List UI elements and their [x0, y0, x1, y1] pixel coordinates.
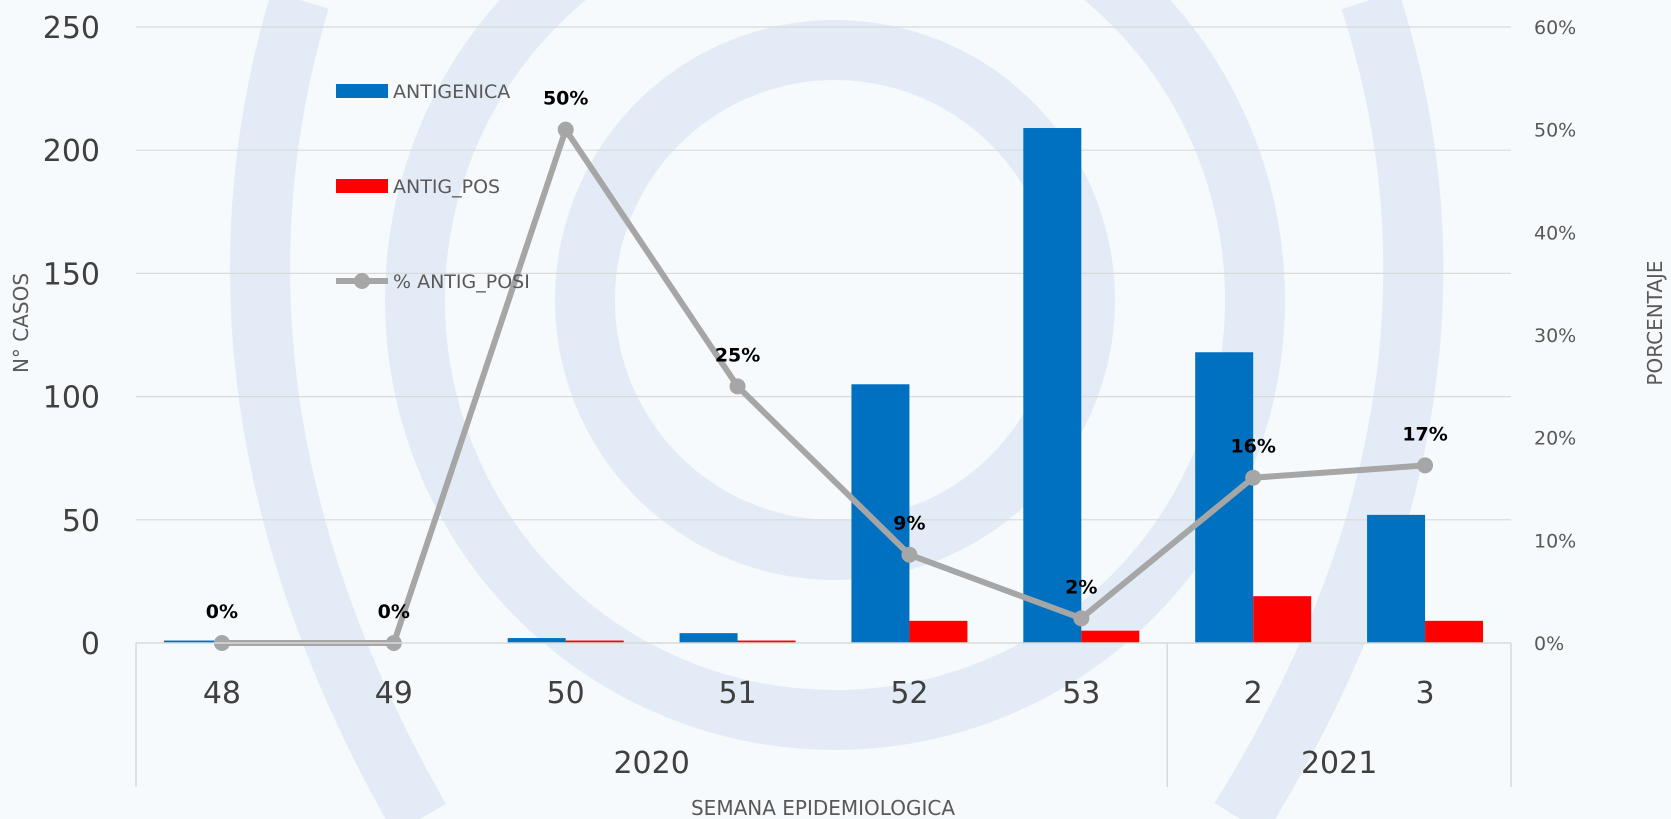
y-tick-label: 0 — [81, 627, 100, 662]
y2-tick-label: 10% — [1534, 530, 1576, 552]
x-group-label: 2020 — [613, 746, 689, 781]
legend-swatch — [336, 84, 388, 98]
legend: ANTIGENICA ANTIG_POS % ANTIG_POSI — [336, 81, 530, 293]
y2-tick-label: 20% — [1534, 428, 1576, 450]
y2-tick-label: 30% — [1534, 325, 1576, 347]
background-watermark — [230, 0, 1444, 819]
line-point — [1245, 469, 1262, 486]
y2-tick-label: 60% — [1534, 17, 1576, 39]
x-tick-label: 52 — [890, 676, 928, 711]
watermark-arc-left — [230, 0, 447, 819]
bar-antig-pos-50 — [565, 640, 624, 643]
bar-antigenica-50 — [507, 638, 566, 643]
legend-marker — [354, 273, 370, 289]
watermark-ring-0 — [385, 0, 1285, 750]
bar-antigenica-52 — [851, 384, 910, 643]
x-tick-label: 49 — [375, 676, 413, 711]
line-point — [1417, 457, 1434, 474]
y-tick-label: 50 — [62, 504, 100, 539]
line-point — [729, 378, 746, 395]
bar-antig-pos-51 — [737, 640, 796, 643]
x-group-label: 2021 — [1301, 746, 1377, 781]
x-tick-label: 48 — [203, 676, 241, 711]
y2-tick-label: 50% — [1534, 120, 1576, 142]
y-tick-label: 150 — [43, 257, 100, 292]
percentage-line — [213, 121, 1434, 651]
bar-antig-pos-52 — [909, 620, 968, 643]
legend-swatch — [336, 179, 388, 193]
legend-label: ANTIG_POS — [393, 176, 500, 198]
line-point — [1073, 610, 1090, 627]
data-label: 16% — [1230, 436, 1275, 458]
y2-tick-label: 0% — [1534, 633, 1564, 655]
data-label: 0% — [378, 601, 410, 623]
x-axis-title: SEMANA EPIDEMIOLOGICA — [691, 796, 955, 819]
bar-antigenica-53 — [1023, 128, 1082, 644]
data-label: 0% — [206, 601, 238, 623]
data-label: 25% — [715, 344, 760, 366]
x-tick-label: 51 — [718, 676, 756, 711]
x-tick-label: 53 — [1062, 676, 1100, 711]
bars — [163, 128, 1484, 644]
x-tick-label: 2 — [1244, 676, 1263, 711]
bar-antig-pos-3 — [1425, 620, 1484, 643]
bar-antig-pos-53 — [1081, 630, 1140, 643]
bar-antig-pos-2 — [1253, 596, 1312, 643]
x-tick-label: 3 — [1416, 676, 1435, 711]
y2-tick-label: 40% — [1534, 222, 1576, 244]
y-tick-label: 250 — [43, 11, 100, 46]
bar-antigenica-3 — [1367, 514, 1426, 643]
watermark-ring-1 — [555, 20, 1115, 580]
data-label: 9% — [893, 513, 925, 535]
legend-label: ANTIGENICA — [393, 81, 510, 103]
y-tick-label: 100 — [43, 381, 100, 416]
bar-antigenica-48 — [163, 640, 222, 643]
y-axis-title: N° CASOS — [9, 273, 33, 373]
line-point — [901, 546, 918, 563]
data-labels: 0% 0% 50% 25% 9% 2% 16% 17% — [206, 88, 1448, 623]
watermark-arc-right — [1214, 0, 1444, 819]
line-point — [557, 121, 574, 138]
data-label: 17% — [1402, 423, 1447, 445]
x-tick-label: 50 — [547, 676, 585, 711]
data-label: 2% — [1065, 576, 1097, 598]
bar-antigenica-51 — [679, 633, 738, 643]
legend-label: % ANTIG_POSI — [393, 271, 530, 293]
gridlines — [136, 26, 1511, 521]
y-tick-label: 200 — [43, 134, 100, 169]
line-percent-antig-posi — [221, 126, 1426, 646]
data-label: 50% — [543, 88, 588, 110]
y2-axis-title: PORCENTAJE — [1643, 260, 1667, 385]
